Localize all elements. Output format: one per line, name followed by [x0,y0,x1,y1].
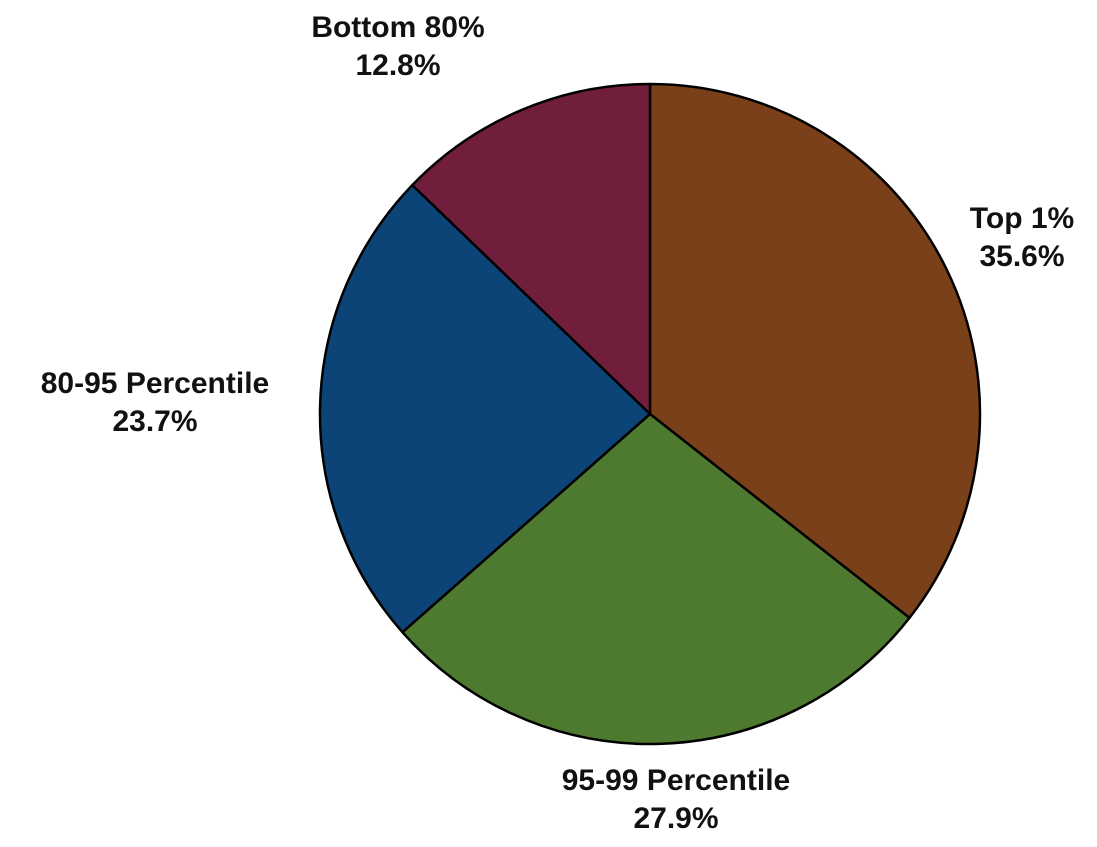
slice-value-95-99-percentile: 27.9% [633,802,718,835]
pie-slices [318,82,982,746]
slice-label-top-1: Top 1% [970,202,1074,235]
slice-value-top-1: 35.6% [979,240,1064,273]
pie-labels: Top 1% 35.6% 95-99 Percentile 27.9% 80-95 Pe… [41,11,1074,835]
slice-label-80-95-percentile: 80-95 Percentile [41,367,269,400]
slice-value-80-95-percentile: 23.7% [112,405,197,438]
pie-slice-80-95-percentile [318,183,652,634]
slice-value-bottom-80: 12.8% [355,49,440,82]
pie-slice-95-99-percentile [401,412,911,746]
pie-slice-bottom-80 [411,82,652,416]
slice-label-95-99-percentile: 95-99 Percentile [562,764,790,797]
pie-slice-top-1 [648,82,982,620]
slice-label-bottom-80: Bottom 80% [311,11,484,44]
